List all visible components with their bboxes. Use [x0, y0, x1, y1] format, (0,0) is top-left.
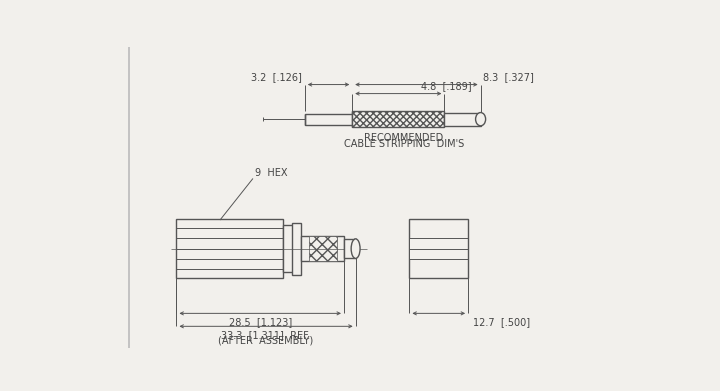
Text: (AFTER  ASSEMBLY): (AFTER ASSEMBLY) — [218, 335, 314, 346]
Bar — [282, 225, 295, 272]
Bar — [309, 236, 337, 262]
Text: 4.8  [.189]: 4.8 [.189] — [420, 81, 472, 91]
Bar — [352, 111, 444, 127]
Ellipse shape — [476, 113, 485, 126]
Text: 33.3  [1.311]  REF.: 33.3 [1.311] REF. — [222, 330, 310, 340]
Bar — [176, 219, 282, 278]
Bar — [344, 239, 356, 258]
Bar — [301, 236, 344, 262]
Text: 3.2  [.126]: 3.2 [.126] — [251, 72, 302, 82]
Bar — [410, 239, 467, 259]
Text: CABLE STRIPPING  DIM'S: CABLE STRIPPING DIM'S — [343, 139, 464, 149]
Bar — [410, 219, 468, 278]
Text: 28.5  [1.123]: 28.5 [1.123] — [228, 317, 292, 326]
Text: 8.3  [.327]: 8.3 [.327] — [483, 72, 534, 82]
Bar — [292, 223, 301, 274]
Bar — [305, 114, 352, 125]
Text: 9  HEX: 9 HEX — [255, 168, 287, 178]
Bar — [444, 113, 481, 126]
Ellipse shape — [351, 239, 360, 258]
Text: 12.7  [.500]: 12.7 [.500] — [472, 317, 530, 326]
Text: RECOMMENDED: RECOMMENDED — [364, 133, 444, 143]
